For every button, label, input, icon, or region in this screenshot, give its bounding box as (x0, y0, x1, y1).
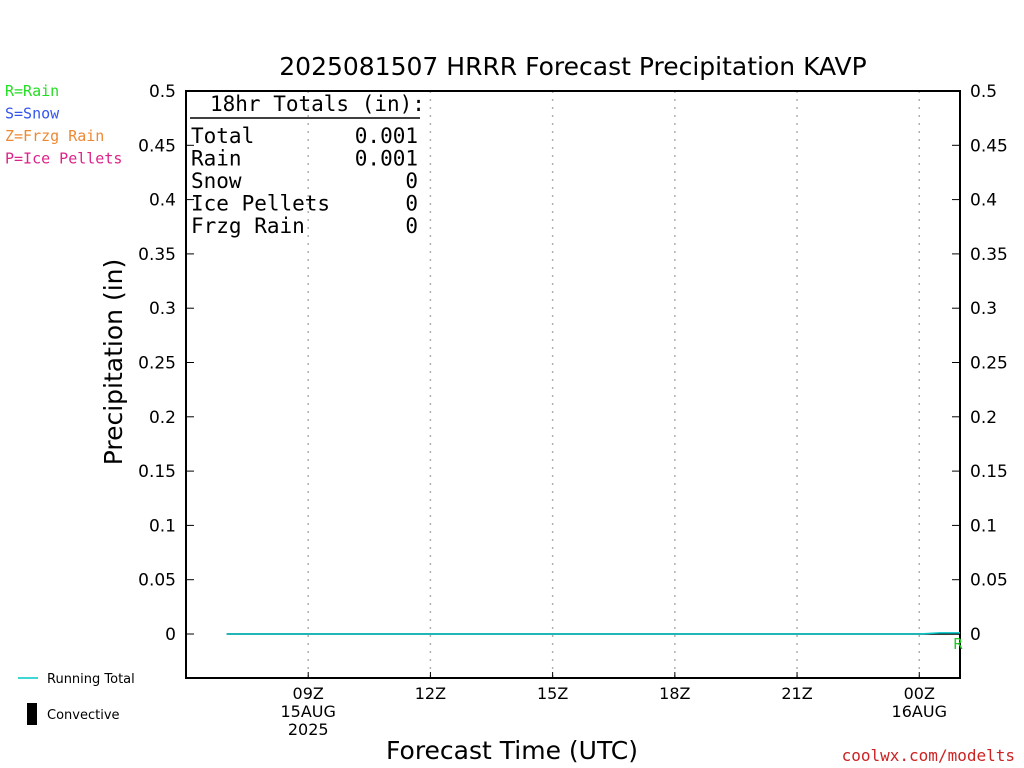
totals-row-label: Total (191, 124, 254, 148)
series-legend-label: Convective (47, 708, 120, 723)
totals-row-value: 0 (405, 192, 418, 216)
series-line-running-total (226, 632, 960, 635)
type-legend-item: Z=Frzg Rain (5, 127, 104, 145)
y-axis-label: Precipitation (in) (99, 259, 128, 466)
x-axis-label: Forecast Time (UTC) (386, 736, 638, 765)
credit-text: coolwx.com/modelts (842, 746, 1015, 765)
totals-row-value: 0.001 (355, 147, 418, 171)
totals-row-label: Rain (191, 147, 242, 171)
y-tick-label-right: 0.2 (970, 408, 997, 428)
legend-swatch-bar (27, 703, 37, 725)
x-tick-label: 15AUG (280, 702, 335, 721)
y-tick-label-left: 0.4 (149, 191, 176, 211)
y-tick-label-right: 0.4 (970, 191, 997, 211)
y-tick-label-right: 0.15 (970, 462, 1008, 482)
type-legend-item: S=Snow (5, 105, 60, 123)
y-tick-label-left: 0.45 (138, 136, 176, 156)
y-tick-label-left: 0.2 (149, 408, 176, 428)
x-tick-label: 21Z (781, 684, 812, 703)
totals-row-value: 0.001 (355, 124, 418, 148)
y-tick-label-right: 0.1 (970, 516, 997, 536)
series-legend-label: Running Total (47, 672, 135, 687)
x-tick-label: 00Z (904, 684, 935, 703)
type-legend-item: R=Rain (5, 82, 59, 100)
y-tick-label-right: 0.05 (970, 571, 1008, 591)
type-legend-item: P=Ice Pellets (5, 150, 122, 168)
y-tick-label-left: 0 (165, 625, 176, 645)
y-tick-label-right: 0.3 (970, 299, 997, 319)
x-tick-label: 15Z (537, 684, 568, 703)
totals-row-label: Snow (191, 169, 242, 193)
y-tick-label-left: 0.35 (138, 245, 176, 265)
totals-row-value: 0 (405, 169, 418, 193)
x-tick-label: 12Z (415, 684, 446, 703)
y-tick-label-right: 0.5 (970, 82, 997, 102)
totals-heading: 18hr Totals (in): (210, 92, 425, 116)
chart-title: 2025081507 HRRR Forecast Precipitation K… (279, 52, 866, 81)
y-tick-label-right: 0.25 (970, 354, 1008, 374)
x-tick-label: 2025 (288, 720, 329, 739)
y-tick-label-left: 0.5 (149, 82, 176, 102)
x-tick-label: 09Z (293, 684, 324, 703)
totals-row-label: Ice Pellets (191, 192, 330, 216)
y-tick-label-right: 0.35 (970, 245, 1008, 265)
precip-type-marker: R (953, 635, 963, 653)
y-tick-label-left: 0.1 (149, 516, 176, 536)
y-tick-label-left: 0.25 (138, 354, 176, 374)
x-tick-label: 18Z (659, 684, 690, 703)
plot-frame (185, 90, 961, 679)
y-tick-label-left: 0.05 (138, 571, 176, 591)
y-tick-label-left: 0.15 (138, 462, 176, 482)
y-tick-label-right: 0.45 (970, 136, 1008, 156)
y-tick-label-right: 0 (970, 625, 981, 645)
totals-row-label: Frzg Rain (191, 214, 305, 238)
y-tick-label-left: 0.3 (149, 299, 176, 319)
x-tick-label: 16AUG (892, 702, 947, 721)
totals-row-value: 0 (405, 214, 418, 238)
